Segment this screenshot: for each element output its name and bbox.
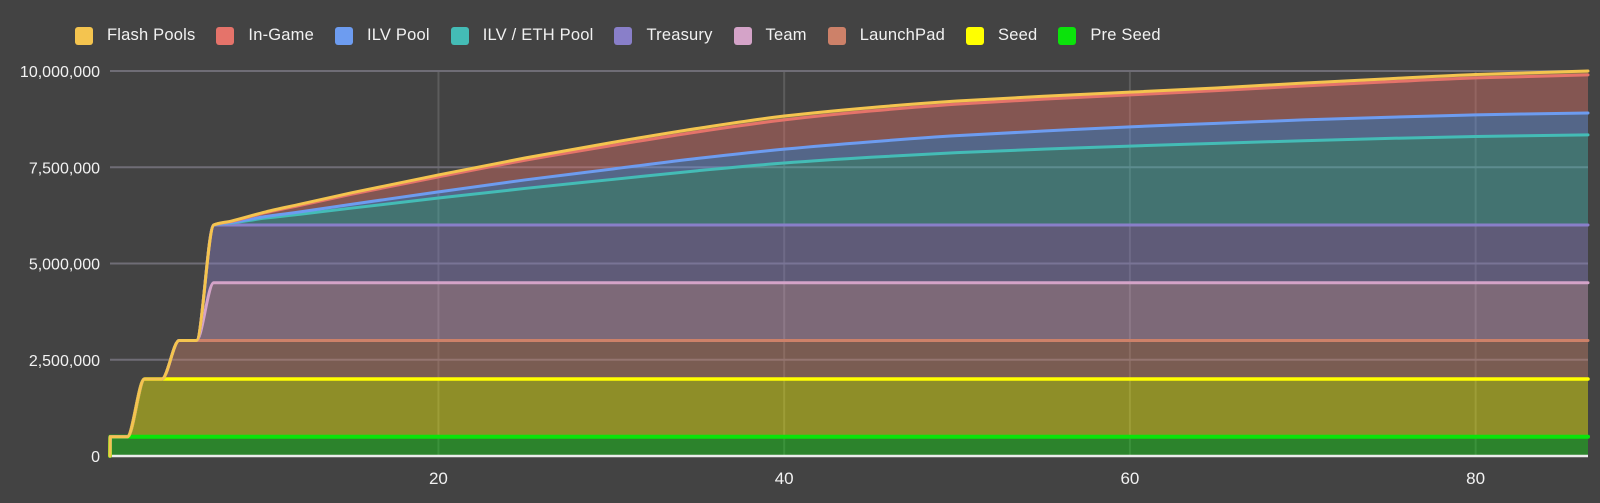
area-band-pre-seed bbox=[110, 436, 1588, 456]
x-tick-label: 60 bbox=[1120, 469, 1139, 488]
legend-swatch-icon bbox=[614, 26, 633, 45]
legend-item-label: Pre Seed bbox=[1090, 26, 1161, 44]
y-tick-label: 5,000,000 bbox=[29, 257, 100, 274]
legend-item-launchpad: LaunchPad bbox=[827, 26, 945, 45]
legend-item-label: Seed bbox=[998, 26, 1038, 44]
legend-swatch-icon bbox=[216, 26, 235, 45]
legend-item-flash-pools: Flash Pools bbox=[75, 26, 195, 45]
legend-swatch-icon bbox=[733, 26, 752, 45]
legend-item-ilv-eth-pool: ILV / ETH Pool bbox=[450, 26, 594, 45]
legend-item-label: ILV / ETH Pool bbox=[482, 26, 594, 44]
chart-legend: Flash Pools In-Game ILV Pool ILV / ETH Pool… bbox=[75, 26, 1161, 45]
legend-swatch-icon bbox=[827, 26, 846, 45]
series-line-seed bbox=[108, 377, 1590, 458]
gridlines bbox=[110, 70, 1588, 456]
legend-item-ilv-pool: ILV Pool bbox=[335, 26, 430, 45]
legend-item-label: Flash Pools bbox=[107, 26, 196, 44]
legend-item-pre-seed: Pre Seed bbox=[1058, 26, 1161, 45]
x-tick-label: 80 bbox=[1466, 469, 1485, 488]
legend-item-treasury: Treasury bbox=[614, 26, 712, 45]
y-tick-label: 7,500,000 bbox=[29, 160, 100, 177]
x-tick-label: 20 bbox=[429, 469, 448, 488]
y-tick-label: 0 bbox=[91, 449, 100, 466]
series-line-flash-pools bbox=[108, 69, 1590, 458]
legend-swatch-icon bbox=[335, 26, 353, 45]
legend-item-label: ILV Pool bbox=[367, 26, 430, 44]
y-tick-label: 2,500,000 bbox=[29, 353, 100, 370]
series-lines bbox=[108, 69, 1590, 458]
legend-item-in-game: In-Game bbox=[216, 26, 314, 45]
area-band-launchpad bbox=[110, 340, 1588, 456]
y-tick-label: 10,000,000 bbox=[20, 64, 100, 81]
series-line-pre-seed bbox=[108, 434, 1590, 458]
legend-swatch-icon bbox=[1058, 26, 1077, 45]
legend-item-label: In-Game bbox=[248, 26, 314, 44]
area-bands bbox=[110, 71, 1588, 457]
legend-item-label: Treasury bbox=[646, 26, 713, 44]
area-band-team bbox=[110, 282, 1588, 456]
area-band-ilv-eth-pool bbox=[110, 134, 1588, 456]
legend-swatch-icon bbox=[75, 26, 93, 45]
legend-swatch-icon bbox=[450, 26, 469, 45]
x-tick-label: 40 bbox=[775, 469, 794, 488]
legend-item-seed: Seed bbox=[966, 26, 1037, 45]
legend-item-label: Team bbox=[765, 26, 807, 44]
x-axis-labels: 20 40 60 80 bbox=[429, 469, 1485, 488]
legend-swatch-icon bbox=[966, 26, 984, 45]
legend-item-team: Team bbox=[733, 26, 807, 45]
y-axis-labels: 0 2,500,000 5,000,000 7,500,000 10,000,000 bbox=[20, 64, 100, 466]
legend-item-label: LaunchPad bbox=[859, 26, 945, 44]
